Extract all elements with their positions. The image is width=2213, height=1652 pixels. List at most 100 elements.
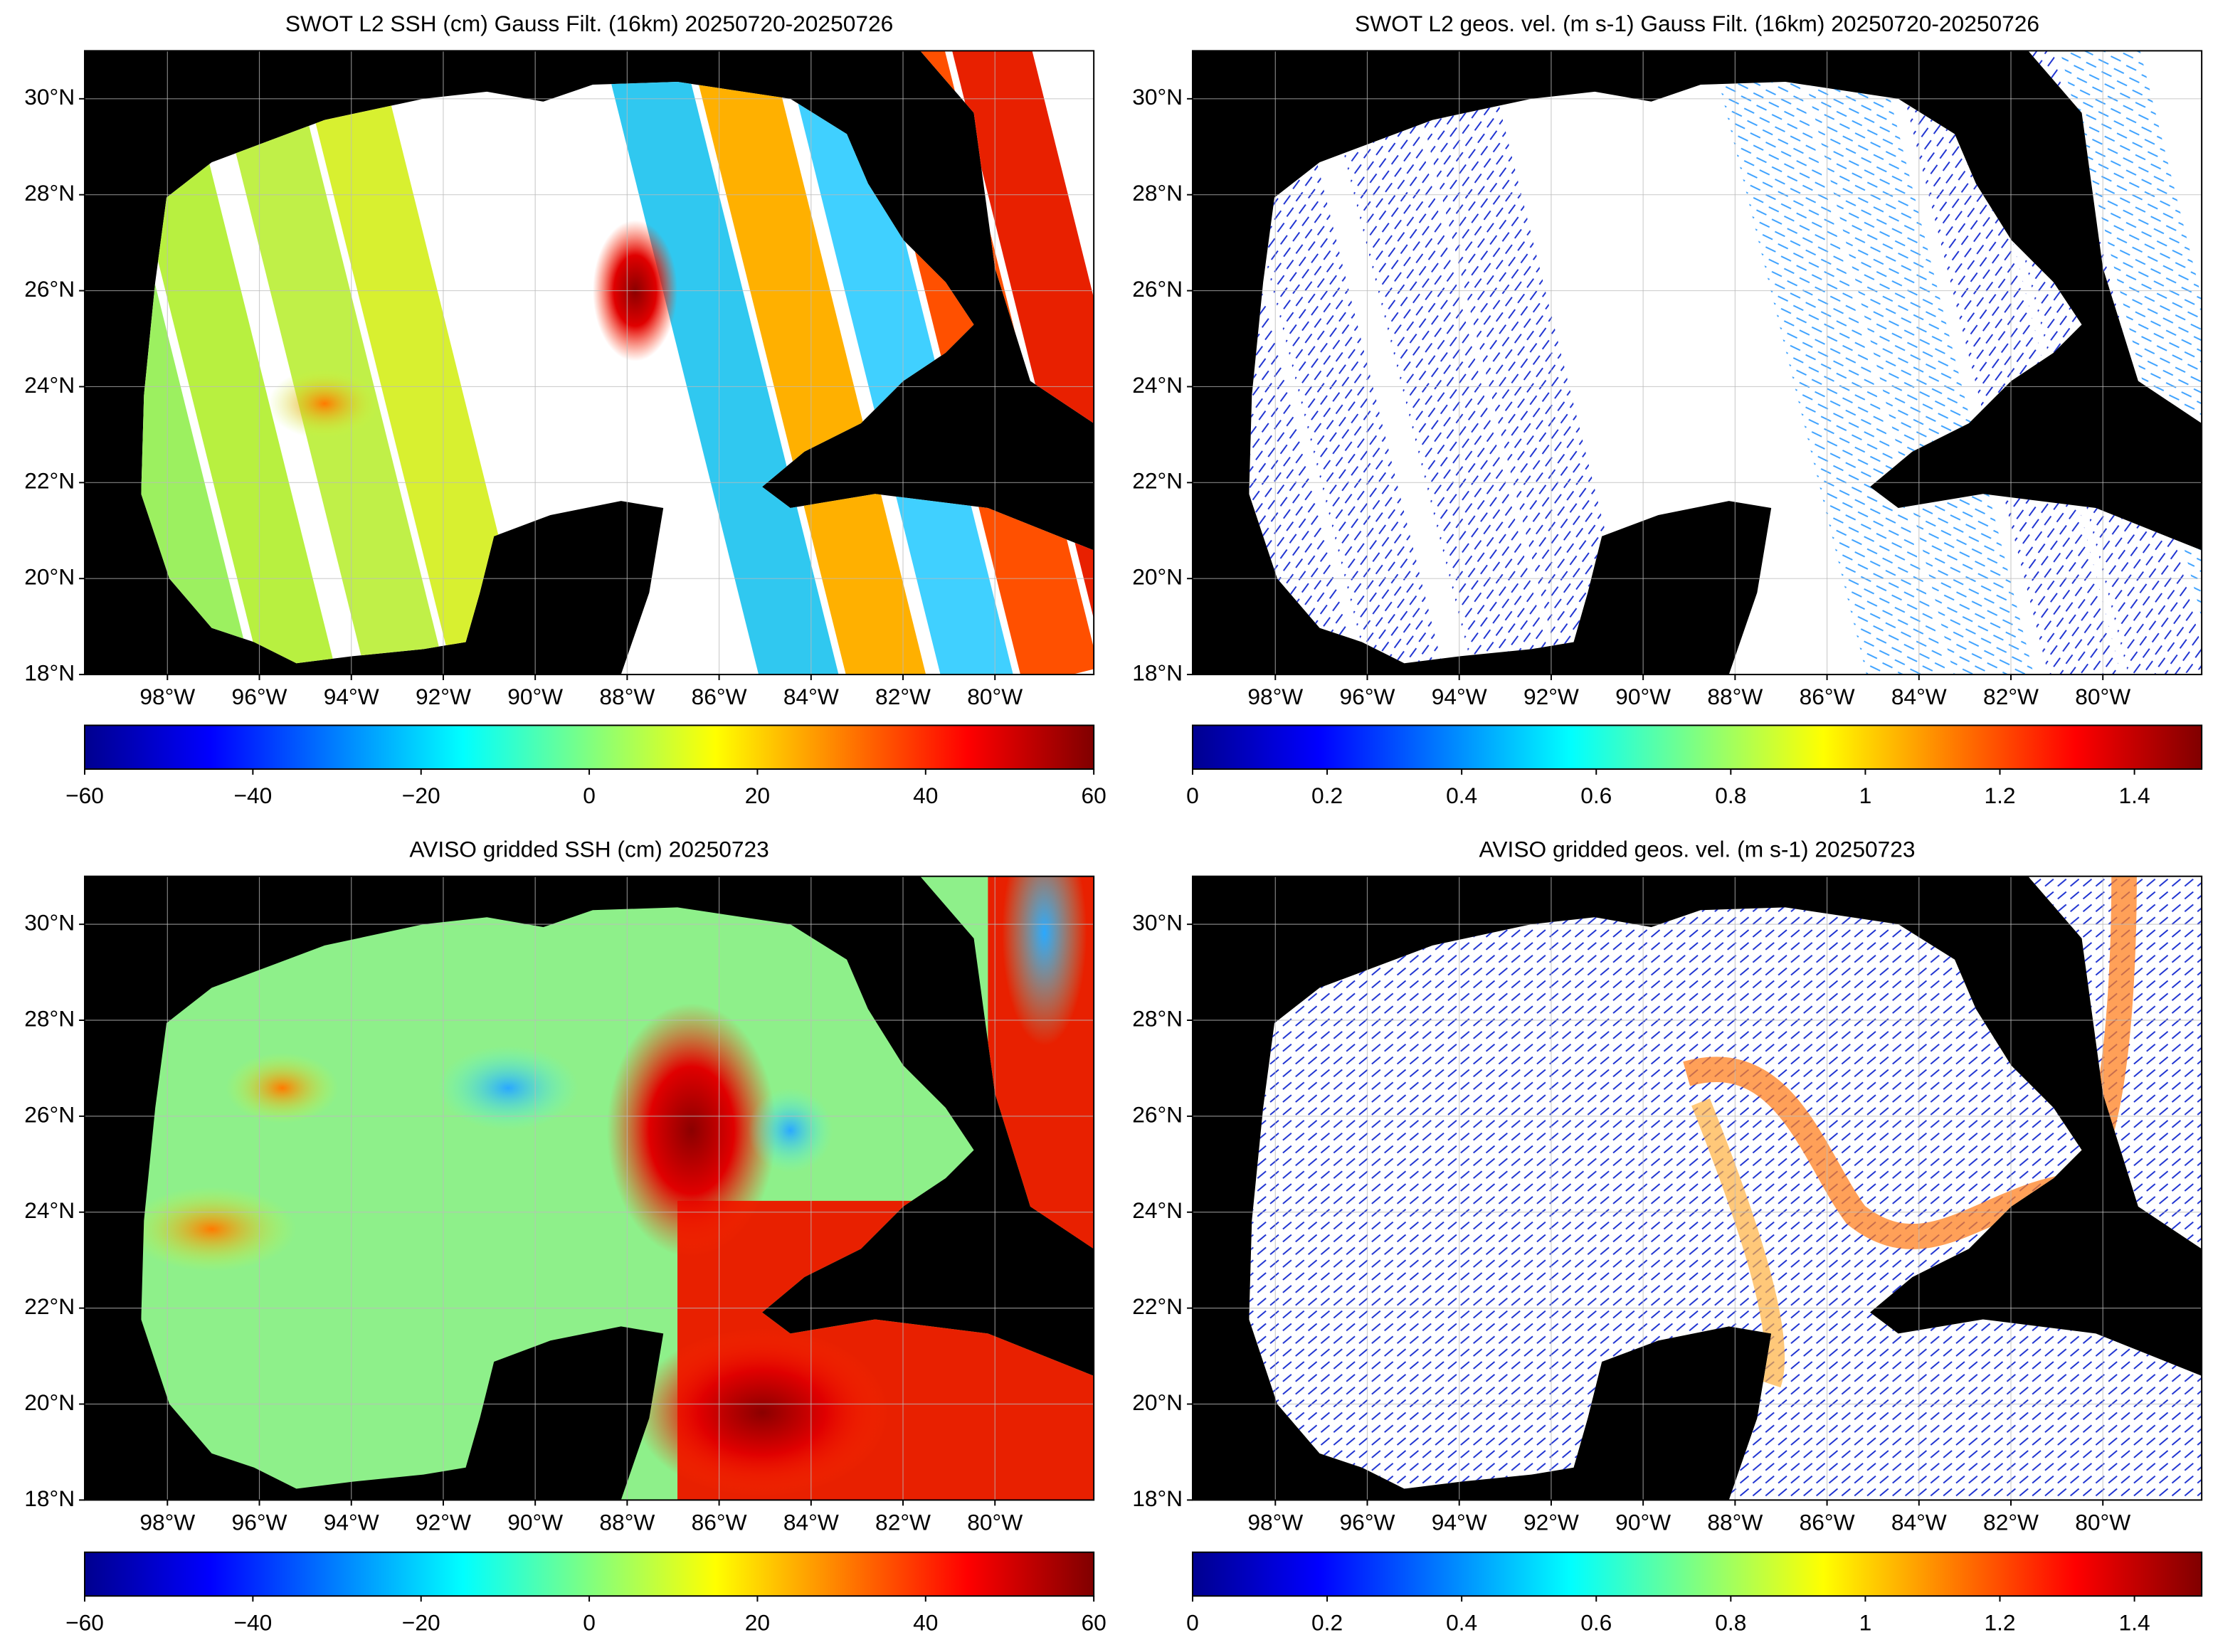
y-tick-label: 30°N: [24, 910, 75, 936]
colorbar-tick-label: 0.4: [1446, 1609, 1477, 1635]
x-tick-label: 94°W: [1432, 1509, 1487, 1535]
y-tick-label: 18°N: [1132, 660, 1183, 685]
x-tick-label: 92°W: [1523, 684, 1579, 709]
x-tick-label: 90°W: [507, 684, 563, 709]
x-tick-label: 84°W: [783, 1509, 839, 1535]
colorbar-tick-label: 1.2: [1984, 783, 2015, 808]
x-tick-label: 96°W: [1340, 684, 1395, 709]
x-tick-label: 90°W: [507, 1509, 563, 1535]
colorbar-tick-label: 0.8: [1715, 1609, 1746, 1635]
y-tick-label: 26°N: [1132, 1101, 1183, 1127]
colorbar-tick-label: 1.4: [2119, 1609, 2150, 1635]
x-tick-label: 82°W: [875, 1509, 931, 1535]
x-tick-label: 88°W: [1707, 1509, 1763, 1535]
colorbar-tick-label: 40: [913, 783, 938, 808]
map-frame: [84, 875, 1095, 1501]
y-tick-label: 20°N: [24, 564, 75, 590]
x-tick-label: 82°W: [1983, 684, 2039, 709]
colorbar-tick-label: 60: [1082, 783, 1106, 808]
colorbar-tick-label: −20: [402, 1609, 440, 1635]
colorbar-tick-label: 0: [583, 1609, 596, 1635]
colorbar-tick-label: 0.2: [1311, 783, 1343, 808]
map-frame: [84, 50, 1095, 676]
x-tick-label: 80°W: [967, 1509, 1023, 1535]
y-tick-label: 26°N: [24, 1101, 75, 1127]
y-tick-label: 28°N: [24, 1005, 75, 1031]
x-tick-label: 88°W: [599, 1509, 655, 1535]
x-tick-label: 92°W: [416, 1509, 471, 1535]
y-tick-label: 20°N: [1132, 564, 1183, 590]
colorbar-tick-label: 20: [745, 783, 770, 808]
y-tick-label: 22°N: [24, 468, 75, 494]
colorbar-tick-label: 0: [1186, 783, 1199, 808]
panel: SWOT L2 SSH (cm) Gauss Filt. (16km) 2025…: [24, 11, 1106, 808]
x-tick-label: 90°W: [1615, 1509, 1671, 1535]
x-tick-label: 98°W: [1247, 684, 1303, 709]
panel-title: AVISO gridded geos. vel. (m s-1) 2025072…: [1479, 836, 1916, 862]
x-tick-label: 94°W: [324, 684, 379, 709]
panel: AVISO gridded geos. vel. (m s-1) 2025072…: [1132, 836, 2203, 1635]
colorbar-tick-label: 0.2: [1311, 1609, 1343, 1635]
x-tick-label: 88°W: [1707, 684, 1763, 709]
colorbar-tick-label: −60: [65, 783, 104, 808]
panel: SWOT L2 geos. vel. (m s-1) Gauss Filt. (…: [1132, 11, 2203, 808]
panel-title: AVISO gridded SSH (cm) 20250723: [409, 836, 769, 862]
colorbar-tick-label: 1: [1859, 1609, 1872, 1635]
y-tick-label: 22°N: [1132, 1293, 1183, 1319]
y-tick-label: 24°N: [24, 1197, 75, 1223]
x-tick-label: 92°W: [1523, 1509, 1579, 1535]
y-tick-label: 18°N: [24, 1486, 75, 1511]
x-tick-label: 98°W: [139, 684, 195, 709]
colorbar-tick-label: 0.6: [1580, 1609, 1612, 1635]
y-tick-label: 22°N: [1132, 468, 1183, 494]
x-tick-label: 98°W: [1247, 1509, 1303, 1535]
x-tick-label: 86°W: [692, 1509, 747, 1535]
y-tick-label: 24°N: [1132, 1197, 1183, 1223]
colorbar: [1191, 724, 2203, 770]
map-frame: [1191, 50, 2203, 676]
x-tick-label: 82°W: [875, 684, 931, 709]
x-tick-label: 94°W: [1432, 684, 1487, 709]
panel: AVISO gridded SSH (cm) 20250723 98°W 96°W 9…: [24, 836, 1106, 1635]
y-tick-label: 26°N: [24, 276, 75, 302]
x-tick-label: 88°W: [599, 684, 655, 709]
x-tick-label: 90°W: [1615, 684, 1671, 709]
x-tick-label: 86°W: [692, 684, 747, 709]
colorbar-tick-label: −60: [65, 1609, 104, 1635]
colorbar: [84, 724, 1095, 770]
y-tick-label: 28°N: [1132, 1005, 1183, 1031]
y-tick-label: 26°N: [1132, 276, 1183, 302]
map-art: [85, 876, 1094, 1500]
y-tick-label: 30°N: [1132, 84, 1183, 110]
colorbar-tick-label: −40: [233, 1609, 272, 1635]
colorbar-tick-label: −40: [233, 783, 272, 808]
x-tick-label: 98°W: [139, 1509, 195, 1535]
x-tick-label: 80°W: [967, 684, 1023, 709]
colorbar-tick-label: 1.2: [1984, 1609, 2015, 1635]
colorbar: [84, 1551, 1095, 1597]
map-art: [1192, 51, 2202, 675]
x-tick-label: 86°W: [1800, 1509, 1855, 1535]
y-tick-label: 28°N: [24, 180, 75, 206]
panel-title: SWOT L2 geos. vel. (m s-1) Gauss Filt. (…: [1355, 11, 2039, 36]
x-tick-label: 86°W: [1800, 684, 1855, 709]
y-tick-label: 30°N: [24, 84, 75, 110]
y-tick-label: 20°N: [24, 1389, 75, 1415]
map-art: [85, 51, 1094, 675]
colorbar-tick-label: 1: [1859, 783, 1872, 808]
x-tick-label: 96°W: [232, 684, 287, 709]
x-tick-label: 96°W: [1340, 1509, 1395, 1535]
y-tick-label: 20°N: [1132, 1389, 1183, 1415]
x-tick-label: 80°W: [2075, 1509, 2130, 1535]
y-tick-label: 22°N: [24, 1293, 75, 1319]
colorbar-tick-label: 20: [745, 1609, 770, 1635]
y-tick-label: 24°N: [1132, 372, 1183, 398]
x-tick-label: 84°W: [1891, 1509, 1947, 1535]
y-tick-label: 28°N: [1132, 180, 1183, 206]
map-frame: [1191, 875, 2203, 1501]
colorbar-tick-label: 0.4: [1446, 783, 1477, 808]
x-tick-label: 92°W: [416, 684, 471, 709]
colorbar-tick-label: 0.6: [1580, 783, 1612, 808]
colorbar-tick-label: 1.4: [2119, 783, 2150, 808]
colorbar-tick-label: 0: [1186, 1609, 1199, 1635]
